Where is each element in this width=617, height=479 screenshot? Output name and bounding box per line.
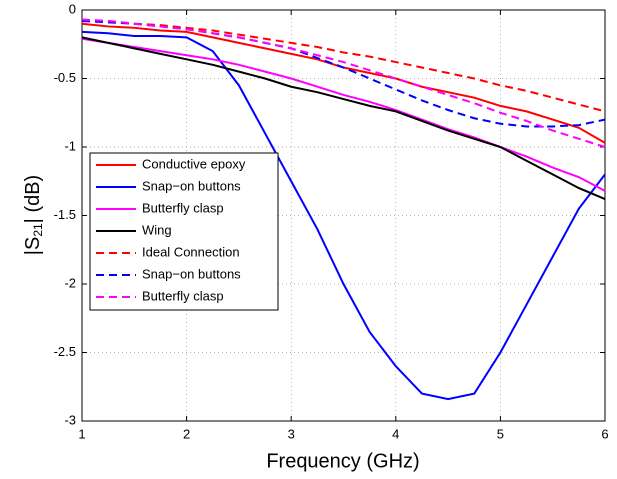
plot-frame — [81, 9, 606, 422]
y-axis-label: |S21| (dB) — [22, 175, 45, 255]
y-tick-label: -2.5 — [54, 344, 76, 359]
x-tick-label: 3 — [288, 426, 295, 441]
legend-label: Conductive epoxy — [142, 156, 246, 171]
y-label-part: | (dB) — [22, 175, 44, 224]
legend-label: Snap−on buttons — [142, 178, 241, 193]
legend-label: Butterfly clasp — [142, 200, 224, 215]
series-line — [81, 18, 606, 148]
x-tick-label: 4 — [392, 426, 399, 441]
series-line — [81, 19, 606, 128]
x-tick-label: 2 — [183, 426, 190, 441]
y-tick-label: -1.5 — [54, 207, 76, 222]
x-tick-label: 5 — [497, 426, 504, 441]
x-tick-label: 6 — [601, 426, 608, 441]
y-tick-label: -1 — [64, 138, 76, 153]
legend-label: Wing — [142, 222, 172, 237]
y-label-part: |S — [22, 237, 44, 256]
y-tick-label: -0.5 — [54, 70, 76, 85]
y-tick-label: 0 — [69, 1, 76, 16]
series-line — [81, 36, 606, 200]
series-line — [81, 18, 606, 113]
series-line — [81, 30, 606, 401]
y-tick-label: -2 — [64, 275, 76, 290]
y-tick-label: -3 — [64, 412, 76, 427]
series-line — [81, 37, 606, 192]
x-axis-label: Frequency (GHz) — [266, 450, 419, 472]
x-tick-label: 1 — [78, 426, 85, 441]
y-label-subscript: 21 — [31, 223, 45, 237]
legend-label: Butterfly clasp — [142, 288, 224, 303]
legend-label: Snap−on buttons — [142, 266, 241, 281]
legend-label: Ideal Connection — [142, 244, 240, 259]
